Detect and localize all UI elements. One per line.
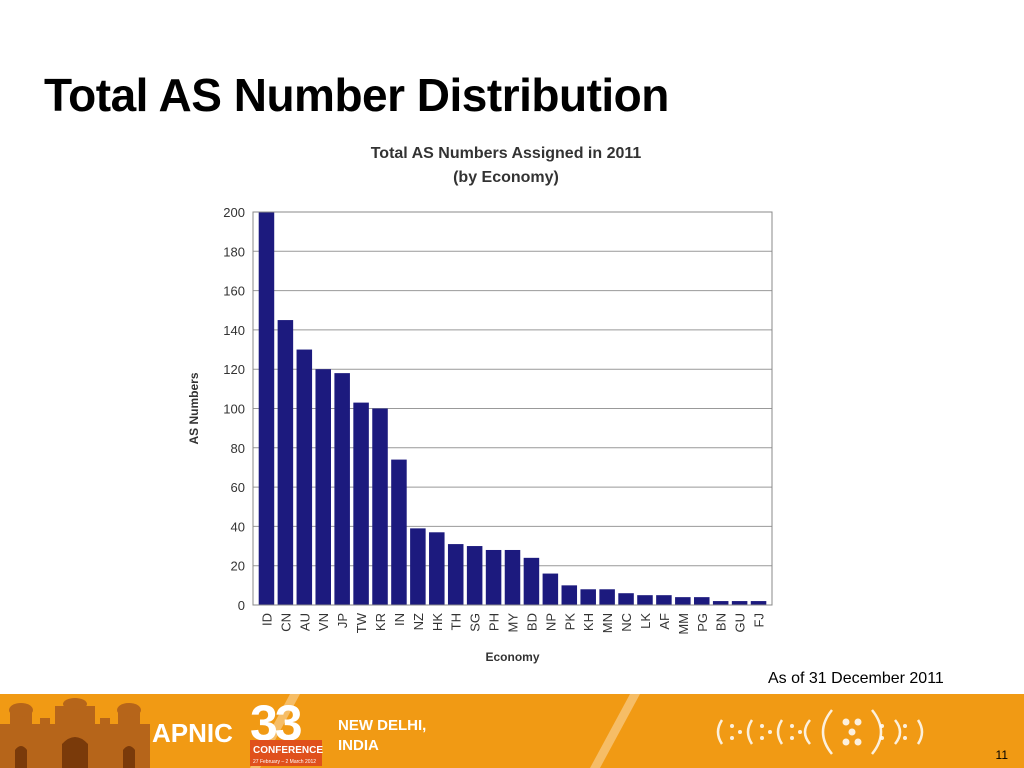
bar-in	[391, 459, 407, 605]
bar-pk	[561, 585, 578, 605]
x-tick-label: TW	[354, 612, 369, 633]
conference-dates: 27 February – 2 March 2012	[253, 759, 316, 765]
dots-motif-dots	[730, 718, 907, 746]
bar-af	[656, 595, 672, 605]
bar-id	[258, 212, 275, 605]
dots-motif-icon	[716, 709, 924, 755]
y-tick-label: 140	[223, 323, 245, 338]
bar-fj	[750, 601, 767, 605]
bar-cn	[277, 320, 294, 605]
x-tick-label: KH	[581, 613, 596, 631]
bar-pg	[693, 597, 710, 605]
bar-au	[296, 349, 313, 605]
bar-nz	[410, 528, 426, 605]
x-tick-label: PG	[695, 613, 710, 632]
y-axis-ticks: 0 20 40 60 80 100 120 140 160 180 200	[223, 205, 245, 613]
x-axis-label: Economy	[485, 650, 539, 664]
x-tick-label: BD	[524, 613, 539, 631]
page-number: 11	[995, 748, 1008, 762]
y-tick-label: 100	[223, 402, 245, 417]
x-tick-label: NZ	[411, 613, 426, 630]
y-axis-label: AS Numbers	[187, 372, 201, 444]
x-tick-label: MY	[506, 613, 521, 633]
bar-chart-svg: Total AS Numbers Assigned in 2011 (by Ec…	[187, 145, 773, 664]
bar-vn	[315, 369, 332, 605]
x-tick-label: FJ	[752, 613, 767, 627]
x-tick-label: MN	[600, 613, 615, 633]
x-tick-label: SG	[468, 613, 483, 632]
bar-my	[504, 549, 521, 605]
bar-sg	[466, 546, 483, 605]
x-tick-label: IN	[392, 613, 407, 626]
x-tick-label: NP	[543, 613, 558, 631]
x-tick-label: NC	[619, 613, 634, 632]
location-line1: NEW DELHI,	[338, 717, 426, 734]
y-tick-label: 60	[231, 480, 245, 495]
red-fort-arches	[15, 737, 135, 768]
bar-hk	[429, 532, 445, 605]
as-of-note: As of 31 December 2011	[768, 670, 944, 687]
x-tick-label: BN	[714, 613, 729, 631]
footer-banner: APNIC 33 CONFERENCE 27 February – 2 Marc…	[0, 694, 1024, 768]
y-tick-label: 120	[223, 362, 245, 377]
conference-badge	[250, 740, 322, 766]
y-tick-label: 180	[223, 244, 245, 259]
bar-bn	[712, 601, 729, 605]
x-tick-label: AU	[297, 613, 312, 631]
chart-title: Total AS Numbers Assigned in 2011	[371, 145, 642, 162]
bar-lk	[637, 595, 653, 605]
chart-subtitle: (by Economy)	[453, 169, 559, 186]
footer-art: APNIC 33 CONFERENCE 27 February – 2 Marc…	[0, 694, 924, 768]
x-tick-label: TH	[449, 613, 464, 630]
bar-bd	[523, 557, 540, 605]
x-tick-label: AF	[657, 613, 672, 630]
apnic-logo-text: APNIC	[152, 718, 233, 748]
y-tick-label: 20	[231, 559, 245, 574]
bar-mn	[599, 589, 615, 605]
x-tick-label: HK	[430, 613, 445, 631]
x-tick-label: JP	[335, 613, 350, 628]
x-axis-ticks: ID CN AU VN JP TW KR IN NZ HK TH SG PH MY BD NP PK KH MN NC…	[259, 612, 766, 634]
slide-title: Total AS Number Distribution	[44, 69, 669, 121]
bar-gu	[731, 601, 748, 605]
x-tick-label: CN	[278, 613, 293, 632]
bar-mm	[675, 597, 691, 605]
x-tick-label: GU	[733, 613, 748, 633]
bar-tw	[353, 402, 369, 605]
y-tick-label: 80	[231, 441, 245, 456]
x-tick-label: PK	[562, 613, 577, 631]
x-tick-label: KR	[373, 613, 388, 631]
y-tick-label: 0	[238, 598, 245, 613]
bar-np	[542, 573, 559, 605]
bars	[258, 212, 767, 605]
x-tick-label: VN	[316, 613, 331, 631]
location-line2: INDIA	[338, 737, 379, 754]
x-tick-label: LK	[638, 613, 653, 629]
bar-ph	[485, 549, 502, 605]
y-tick-label: 40	[231, 519, 245, 534]
bar-chart: Total AS Numbers Assigned in 2011 (by Ec…	[180, 138, 790, 668]
bar-jp	[334, 373, 350, 605]
x-tick-label: ID	[259, 613, 274, 626]
conference-label: CONFERENCE	[253, 745, 323, 756]
y-tick-label: 160	[223, 284, 245, 299]
bar-nc	[618, 593, 634, 605]
bar-kr	[372, 408, 388, 605]
x-tick-label: PH	[487, 613, 502, 631]
bar-kh	[580, 589, 596, 605]
x-tick-label: MM	[676, 613, 691, 635]
y-tick-label: 200	[223, 205, 245, 220]
bar-th	[447, 544, 464, 605]
plot-frame	[252, 211, 773, 606]
